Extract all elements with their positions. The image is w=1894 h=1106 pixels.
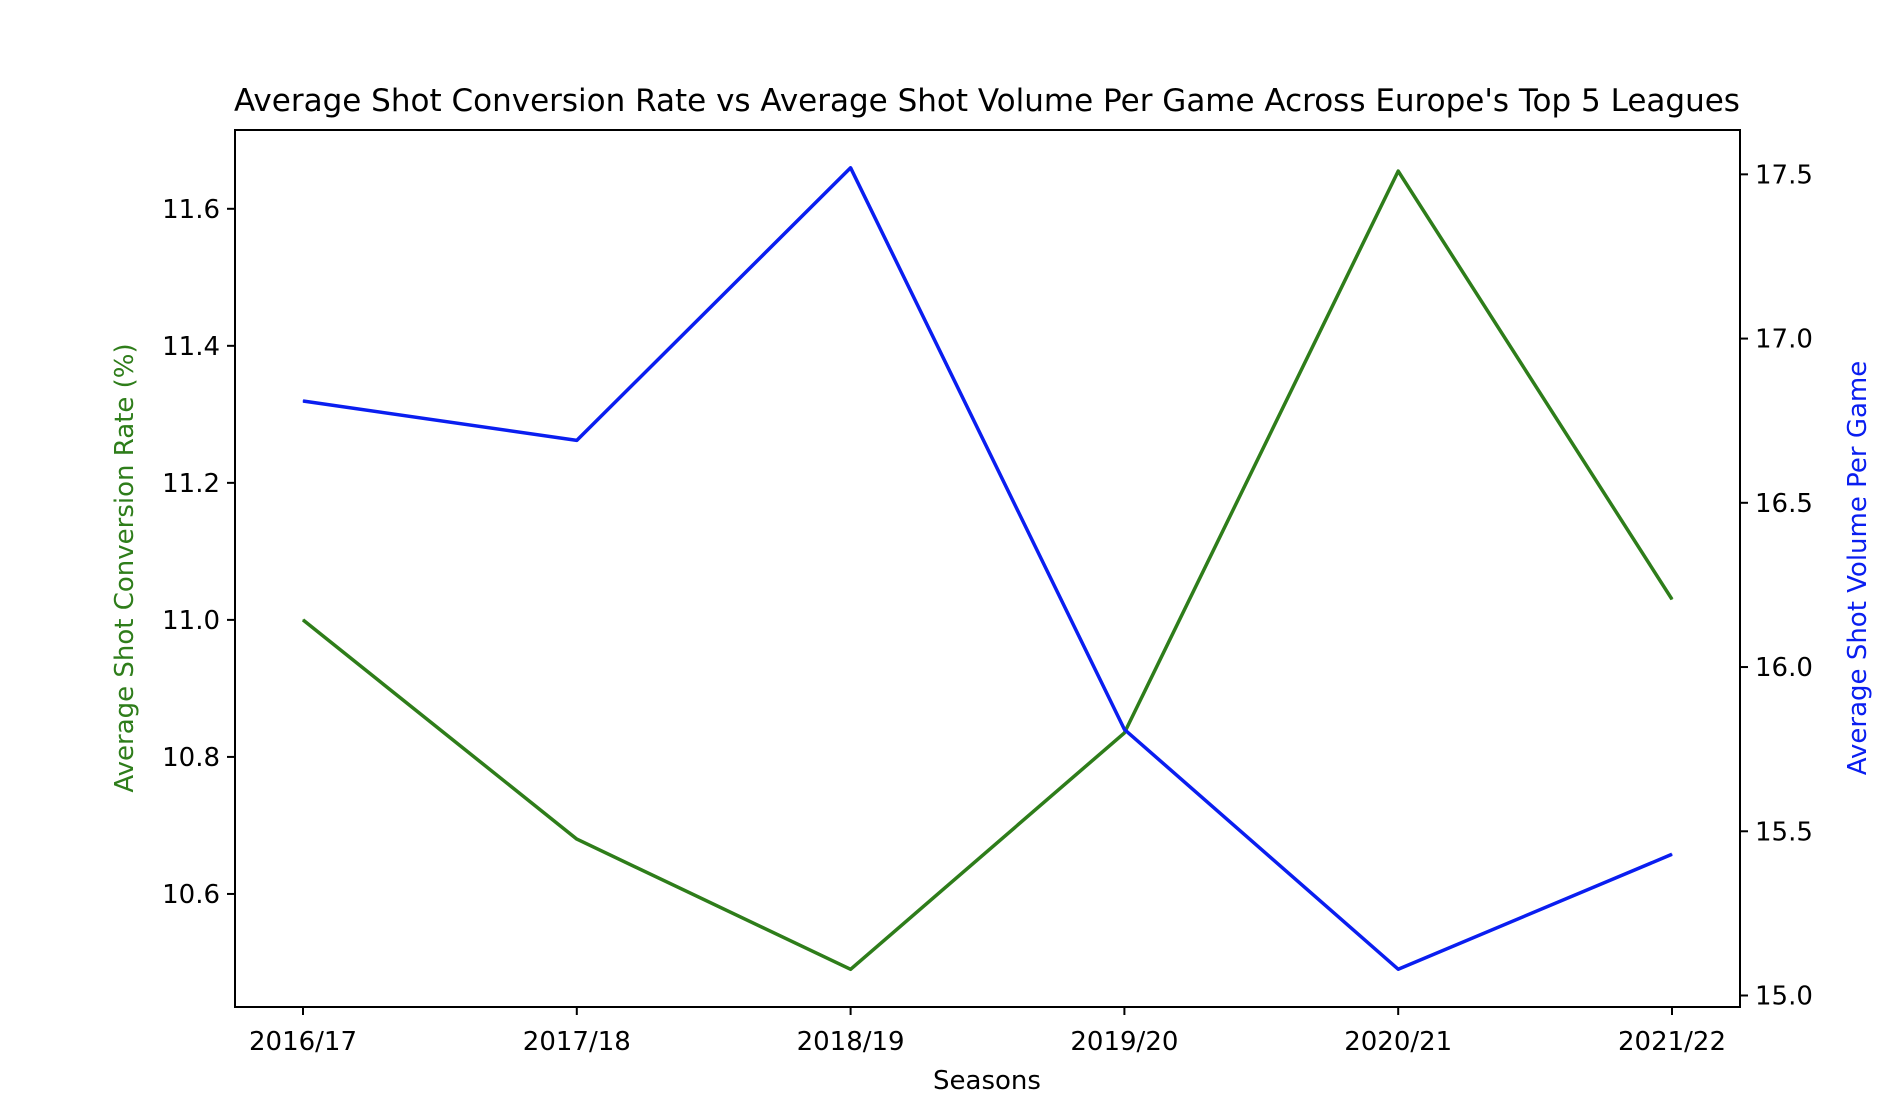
left-y-tick-label: 11.0 — [162, 606, 220, 636]
right-y-axis-label: Average Shot Volume Per Game — [1843, 361, 1873, 775]
x-tick-label: 2020/21 — [1344, 1027, 1452, 1057]
right-y-tick-label: 17.5 — [1755, 160, 1813, 190]
left-y-tick-label: 10.6 — [162, 880, 220, 910]
right-y-tick-label: 17.0 — [1755, 325, 1813, 355]
conversion-rate-point — [576, 838, 578, 840]
left-y-tick-label: 11.6 — [162, 195, 220, 225]
shot-volume-point — [1397, 968, 1399, 970]
shot-volume-point — [302, 400, 304, 402]
x-tick-label: 2017/18 — [523, 1027, 631, 1057]
left-y-axis-label: Average Shot Conversion Rate (%) — [110, 343, 140, 792]
conversion-rate-point — [1397, 170, 1399, 172]
conversion-rate-point — [850, 968, 852, 970]
shot-volume-point — [576, 439, 578, 441]
right-y-tick-label: 15.0 — [1755, 982, 1813, 1012]
conversion-rate-point — [1671, 598, 1673, 600]
shot-volume-point — [1671, 853, 1673, 855]
chart-title: Average Shot Conversion Rate vs Average … — [234, 83, 1740, 119]
plot-frame — [234, 129, 1741, 1008]
x-tick-label: 2016/17 — [249, 1027, 357, 1057]
left-y-tick-label: 10.8 — [162, 743, 220, 773]
x-axis-label: Seasons — [933, 1066, 1041, 1096]
conversion-rate-line — [301, 169, 1674, 972]
right-y-tick-label: 16.0 — [1755, 653, 1813, 683]
x-tick-label: 2021/22 — [1618, 1027, 1726, 1057]
conversion-rate-point — [302, 619, 304, 621]
conversion-rate-point — [1123, 732, 1125, 734]
x-tick-label: 2018/19 — [797, 1027, 905, 1057]
right-y-tick-label: 15.5 — [1755, 817, 1813, 847]
x-tick-label: 2019/20 — [1070, 1027, 1178, 1057]
shot-volume-line — [302, 166, 1673, 971]
plot-area — [301, 166, 1674, 972]
shot-volume-point — [1123, 728, 1125, 730]
left-y-tick-label: 11.2 — [162, 469, 220, 499]
shot-volume-point — [850, 167, 852, 169]
right-y-tick-label: 16.5 — [1755, 489, 1813, 519]
axes: 2016/17 2017/18 2018/19 2019/20 2020/21 2021/… — [162, 160, 1813, 1057]
left-y-tick-label: 11.4 — [162, 332, 220, 362]
